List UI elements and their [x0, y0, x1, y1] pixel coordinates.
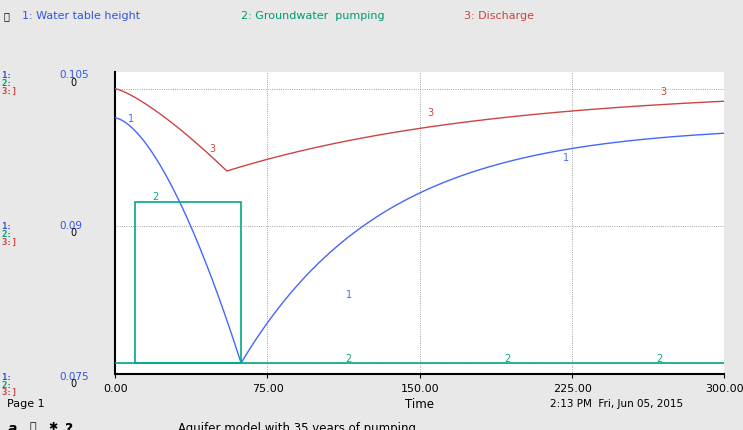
- Text: 0: 0: [71, 228, 77, 238]
- Text: 2: 2: [152, 191, 159, 201]
- Text: 1: Water table height: 1: Water table height: [22, 11, 140, 21]
- Text: 0: 0: [71, 378, 77, 388]
- Text: 🔑: 🔑: [4, 11, 10, 21]
- Text: 0: 0: [71, 77, 77, 87]
- Text: 3: 3: [210, 144, 215, 154]
- Text: 2: 2: [504, 353, 510, 364]
- Text: Aquifer model with 35 years of pumping: Aquifer model with 35 years of pumping: [178, 421, 416, 430]
- X-axis label: Time: Time: [405, 397, 435, 410]
- Text: 2:13 PM  Fri, Jun 05, 2015: 2:13 PM Fri, Jun 05, 2015: [550, 398, 683, 408]
- Text: 3:]: 3:]: [1, 237, 18, 246]
- Text: 3: 3: [427, 108, 433, 117]
- Text: 1: 1: [129, 114, 134, 124]
- Text: 2: 2: [656, 353, 663, 364]
- Text: ?: ?: [65, 421, 74, 430]
- Text: 2: 2: [345, 353, 352, 364]
- Text: Page 1: Page 1: [7, 398, 45, 408]
- Text: ✱: ✱: [48, 421, 58, 430]
- Bar: [135, 203, 241, 363]
- Text: 3: Discharge: 3: Discharge: [464, 11, 534, 21]
- Text: 🖨: 🖨: [30, 421, 36, 430]
- Text: 2: Groundwater  pumping: 2: Groundwater pumping: [241, 11, 385, 21]
- Text: 1:: 1:: [1, 221, 12, 230]
- Text: 0.09: 0.09: [59, 221, 82, 230]
- Text: a: a: [7, 421, 17, 430]
- Text: 1:: 1:: [1, 71, 12, 80]
- Text: 1:: 1:: [1, 372, 12, 381]
- Text: 1: 1: [563, 153, 569, 163]
- Text: 2:: 2:: [1, 79, 12, 88]
- Text: 3:]: 3:]: [1, 86, 18, 95]
- Text: 2:: 2:: [1, 380, 12, 389]
- Text: 1: 1: [345, 290, 351, 300]
- Text: 0.075: 0.075: [59, 371, 89, 381]
- Text: 3:]: 3:]: [1, 387, 18, 396]
- Text: 3: 3: [661, 86, 666, 96]
- Text: 0.105: 0.105: [59, 70, 89, 80]
- Text: 2:: 2:: [1, 229, 12, 238]
